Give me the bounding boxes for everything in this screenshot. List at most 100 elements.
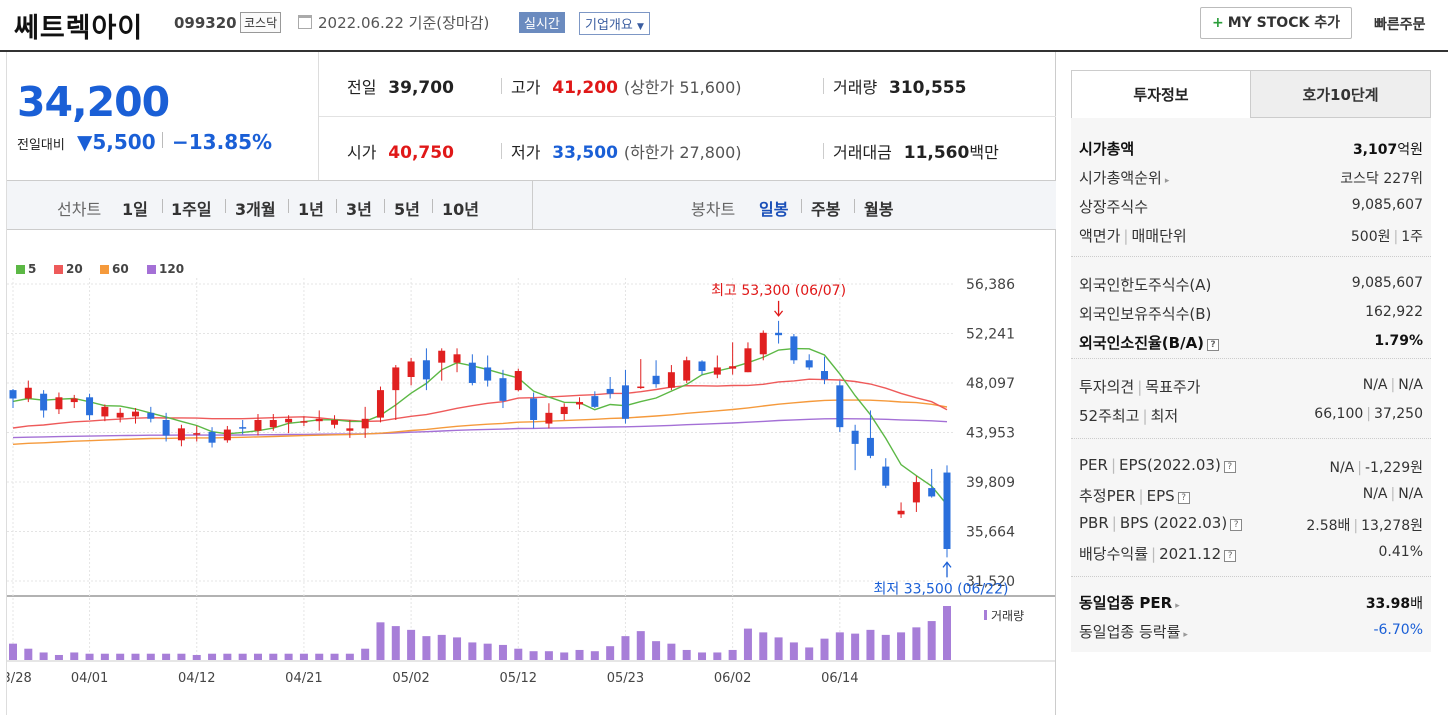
info-value: 0.41% [1379,544,1423,560]
chevron-right-icon[interactable]: ▸ [1164,176,1170,186]
info-value: 500원 | 1주 [1351,226,1423,246]
candle [576,402,584,405]
open-value: 40,750 [388,143,454,163]
help-icon[interactable]: ? [1230,519,1243,531]
candle [821,371,829,380]
volume-bar [912,627,921,660]
info-key-label: 투자의견 [1079,378,1135,396]
candle [361,418,369,429]
info-key-label: 시가총액순위 [1079,169,1162,187]
volume-bar [743,628,752,660]
legend-label: 60 [112,262,129,276]
volume-bar [345,653,354,660]
info-value: 코스닥 227위 [1340,168,1423,188]
volume-label: 거래량 [991,609,1024,623]
section-divider [1071,256,1431,257]
volume-bar [269,653,278,660]
info-value: -6.70% [1373,622,1423,638]
volume-bar [652,641,661,660]
low-value: 33,500 [552,143,618,163]
volume-bar [560,652,569,660]
info-key-label: BPS (2022.03) [1119,514,1228,532]
tab-orderbook[interactable]: 호가10단계 [1250,70,1431,118]
stock-header: 쎄트렉아이 099320 코스닥 2022.06.22 기준(장마감) 실시간 … [0,0,1448,52]
add-my-stock-button[interactable]: + MY STOCK 추가 [1200,7,1352,39]
candle [866,437,874,456]
company-info-dropdown[interactable]: 기업개요 ▼ [579,12,650,35]
volume-bar [866,629,875,660]
help-icon[interactable]: ? [1177,492,1190,504]
candle [606,388,614,394]
info-key: 외국인보유주식수(B) [1079,303,1211,324]
candle [836,385,844,428]
info-row: 시가총액 3,107억원 [1079,134,1423,162]
period-daily[interactable]: 일봉 [759,200,789,219]
info-key-label: 2021.12 [1159,545,1222,563]
volume-bar [208,653,217,660]
candle [285,418,293,423]
candle [223,429,231,441]
info-key: PBR | BPS (2022.03)? [1079,514,1243,532]
candle [882,466,890,486]
candle [468,362,476,383]
period-10y[interactable]: 10년 [442,200,479,219]
info-value-text: N/A [1362,377,1388,393]
tab-investment-info[interactable]: 투자정보 [1071,70,1251,118]
candle [652,375,660,385]
legend-ma20: 20 [54,262,83,276]
info-row: 52주최고 | 최저 66,100 | 37,250 [1079,401,1423,429]
legend-ma60: 60 [100,262,129,276]
volume-bar [529,651,538,660]
info-key: 배당수익률 | 2021.12? [1079,543,1237,564]
trade-value-value: 11,560 [903,143,970,163]
quick-order-link[interactable]: 빠른주문 [1374,17,1426,33]
info-key-label: 외국인보유주식수(B) [1079,305,1212,323]
info-value-text: 0.41% [1378,544,1423,560]
info-value: 9,085,607 [1352,275,1423,291]
help-icon[interactable]: ? [1207,339,1220,351]
trade-value: 거래대금 11,560백만 [833,139,999,163]
candle [928,488,936,497]
volume-bar [39,652,48,660]
chevron-right-icon[interactable]: ▸ [1183,630,1188,640]
low-label: 저가 [511,143,541,162]
stock-name: 쎄트렉아이 [14,13,144,44]
period-1y[interactable]: 1년 [298,200,324,219]
divider: | [1123,227,1129,245]
volume-bar [146,653,155,660]
volume-bar [820,638,829,660]
volume-bar [927,621,936,660]
period-5y[interactable]: 5년 [394,200,420,219]
info-value-text: N/A [1398,486,1423,502]
info-value: 1.79% [1374,333,1423,349]
info-value-text: 코스닥 227위 [1340,171,1423,187]
divider [162,132,163,148]
y-tick-label: 39,809 [966,475,1015,491]
divider: | [1110,456,1117,474]
period-monthly[interactable]: 월봉 [864,200,894,219]
info-row: PER | EPS(2022.03)? N/A | -1,229원 [1079,452,1423,480]
volume-bar [85,653,94,660]
candle [851,430,859,444]
volume-bar [453,637,462,660]
volume-bar [483,643,492,660]
period-3y[interactable]: 3년 [346,200,372,219]
period-3m[interactable]: 3개월 [235,200,276,219]
candle [499,378,507,401]
info-row: PBR | BPS (2022.03)? 2.58배 | 13,278원 [1079,510,1423,538]
chevron-right-icon[interactable]: ▸ [1175,601,1180,611]
period-1w[interactable]: 1주일 [171,200,212,219]
period-weekly[interactable]: 주봉 [811,200,841,219]
help-icon[interactable]: ? [1224,550,1237,562]
info-row: 동일업종 등락률 ▸ -6.70% [1079,617,1423,645]
realtime-button[interactable]: 실시간 [519,12,565,33]
candle [698,361,706,372]
candle [162,419,170,436]
candle [805,360,813,368]
period-1d[interactable]: 1일 [122,200,148,219]
info-row: 외국인한도주식수(A) 9,085,607 [1079,270,1423,298]
help-icon[interactable]: ? [1223,461,1236,473]
x-tick-label: 04/21 [285,671,322,686]
volume-bar [24,648,33,660]
volume-bar [70,652,79,660]
